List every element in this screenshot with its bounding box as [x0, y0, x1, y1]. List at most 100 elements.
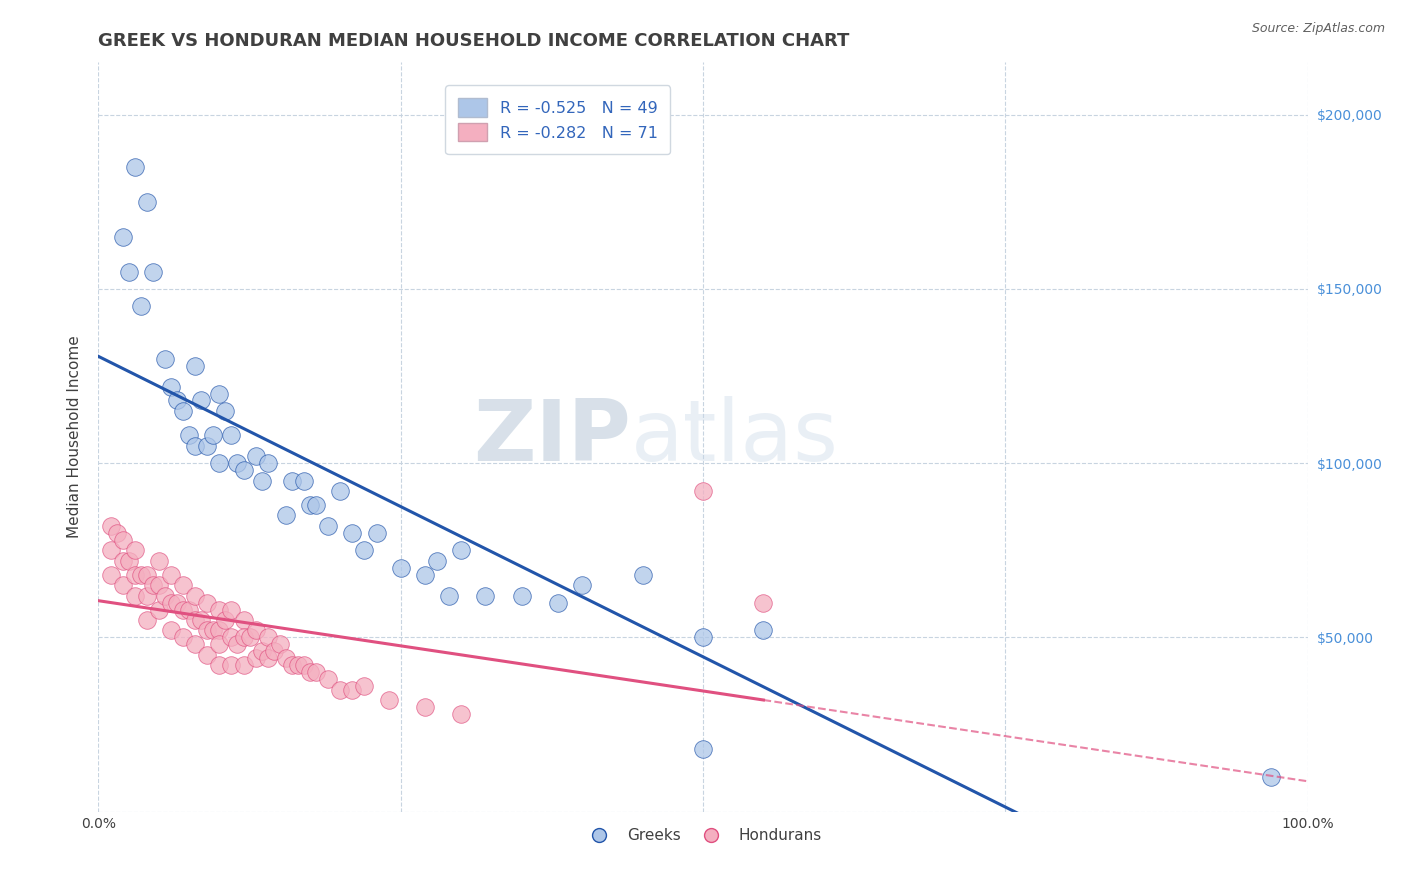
Point — [474, 589, 496, 603]
Point — [547, 596, 569, 610]
Point — [129, 299, 152, 313]
Point — [1260, 770, 1282, 784]
Point — [124, 543, 146, 558]
Point — [221, 631, 243, 645]
Point — [190, 613, 212, 627]
Point — [208, 386, 231, 401]
Point — [299, 665, 322, 680]
Point — [129, 567, 152, 582]
Point — [426, 554, 449, 568]
Point — [239, 631, 262, 645]
Point — [245, 624, 267, 638]
Point — [342, 682, 364, 697]
Text: ZIP: ZIP — [472, 395, 630, 479]
Point — [292, 658, 315, 673]
Point — [305, 498, 328, 512]
Point — [366, 525, 388, 540]
Point — [305, 665, 328, 680]
Point — [208, 624, 231, 638]
Point — [195, 439, 218, 453]
Legend: Greeks, Hondurans: Greeks, Hondurans — [578, 822, 828, 849]
Point — [111, 533, 134, 547]
Point — [281, 474, 304, 488]
Point — [160, 567, 183, 582]
Point — [142, 264, 165, 278]
Point — [172, 631, 194, 645]
Point — [692, 742, 714, 756]
Point — [292, 474, 315, 488]
Point — [111, 229, 134, 244]
Point — [232, 613, 254, 627]
Point — [221, 602, 243, 616]
Point — [100, 543, 122, 558]
Point — [135, 194, 157, 209]
Point — [172, 602, 194, 616]
Point — [184, 613, 207, 627]
Point — [256, 631, 278, 645]
Point — [208, 658, 231, 673]
Point — [510, 589, 533, 603]
Point — [160, 596, 183, 610]
Point — [437, 589, 460, 603]
Point — [100, 519, 122, 533]
Point — [450, 543, 472, 558]
Point — [124, 160, 146, 174]
Point — [631, 567, 654, 582]
Point — [208, 602, 231, 616]
Text: Source: ZipAtlas.com: Source: ZipAtlas.com — [1251, 22, 1385, 36]
Point — [100, 567, 122, 582]
Point — [269, 637, 291, 651]
Point — [245, 449, 267, 463]
Point — [208, 456, 231, 470]
Point — [353, 679, 375, 693]
Point — [287, 658, 309, 673]
Point — [256, 456, 278, 470]
Point — [263, 644, 285, 658]
Point — [329, 484, 352, 499]
Point — [232, 463, 254, 477]
Point — [148, 578, 170, 592]
Point — [214, 404, 236, 418]
Point — [160, 379, 183, 393]
Point — [226, 637, 249, 651]
Point — [166, 596, 188, 610]
Point — [221, 428, 243, 442]
Point — [172, 404, 194, 418]
Point — [142, 578, 165, 592]
Point — [184, 637, 207, 651]
Point — [105, 525, 128, 540]
Point — [329, 682, 352, 697]
Point — [166, 393, 188, 408]
Point — [214, 613, 236, 627]
Point — [752, 596, 775, 610]
Point — [250, 474, 273, 488]
Point — [299, 498, 322, 512]
Point — [256, 651, 278, 665]
Point — [148, 554, 170, 568]
Text: GREEK VS HONDURAN MEDIAN HOUSEHOLD INCOME CORRELATION CHART: GREEK VS HONDURAN MEDIAN HOUSEHOLD INCOM… — [98, 32, 849, 50]
Point — [208, 637, 231, 651]
Point — [153, 351, 176, 366]
Point — [179, 428, 201, 442]
Point — [377, 693, 399, 707]
Point — [316, 673, 339, 687]
Point — [245, 651, 267, 665]
Point — [221, 658, 243, 673]
Point — [353, 543, 375, 558]
Point — [226, 456, 249, 470]
Point — [184, 589, 207, 603]
Point — [202, 428, 225, 442]
Point — [118, 554, 141, 568]
Point — [232, 658, 254, 673]
Point — [111, 554, 134, 568]
Point — [160, 624, 183, 638]
Point — [124, 567, 146, 582]
Point — [232, 631, 254, 645]
Point — [692, 484, 714, 499]
Y-axis label: Median Household Income: Median Household Income — [67, 335, 83, 539]
Point — [250, 644, 273, 658]
Point — [413, 567, 436, 582]
Point — [190, 393, 212, 408]
Point — [752, 624, 775, 638]
Point — [316, 519, 339, 533]
